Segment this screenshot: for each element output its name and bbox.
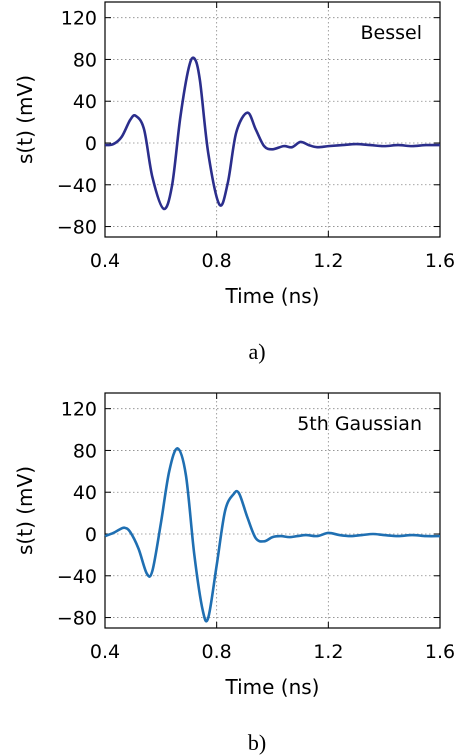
- y-tick-label: 80: [73, 440, 97, 462]
- x-tick-label: 1.6: [425, 250, 454, 272]
- x-axis-label-b: Time (ns): [224, 675, 319, 699]
- grid-b: [105, 393, 440, 628]
- series-line-a: [104, 56, 441, 211]
- x-tick-label: 0.8: [202, 641, 232, 663]
- y-tick-label: −40: [57, 566, 97, 588]
- x-tick-label: 1.6: [425, 641, 454, 663]
- panel-caption-a: a): [248, 339, 265, 364]
- series-line-b: [104, 447, 441, 623]
- ticks-a: 0.4 0.8 1.2 1.6 120 80 40 0 −40 −80: [57, 2, 454, 272]
- y-tick-label: −40: [57, 175, 97, 197]
- x-tick-label: 0.4: [90, 641, 120, 663]
- y-tick-label: 40: [73, 482, 97, 504]
- chart-annotation-a: Bessel: [361, 22, 423, 44]
- ticks-b: 0.4 0.8 1.2 1.6 120 80 40 0 −40 −80: [57, 393, 454, 663]
- y-tick-label: 120: [61, 399, 97, 421]
- x-tick-label: 1.2: [313, 641, 343, 663]
- x-tick-label: 0.8: [202, 250, 232, 272]
- x-tick-label: 0.4: [90, 250, 120, 272]
- y-tick-label: 0: [85, 524, 97, 546]
- panel-caption-b: b): [248, 730, 266, 755]
- y-tick-label: 40: [73, 91, 97, 113]
- y-axis-label-b: s(t) (mV): [13, 466, 37, 555]
- y-tick-label: 80: [73, 49, 97, 71]
- chart-annotation-b: 5th Gaussian: [297, 413, 422, 435]
- y-tick-label: −80: [57, 217, 97, 239]
- chart-panel-a: 0.4 0.8 1.2 1.6 120 80 40 0 −40 −80 Bessel Time (…: [13, 1, 454, 364]
- y-tick-label: 120: [61, 8, 97, 30]
- plot-frame-a: [104, 1, 441, 238]
- x-axis-label-a: Time (ns): [224, 284, 319, 308]
- y-axis-label-a: s(t) (mV): [13, 75, 37, 164]
- plot-frame-b: [104, 392, 441, 629]
- x-tick-label: 1.2: [313, 250, 343, 272]
- y-tick-label: −80: [57, 608, 97, 630]
- y-tick-label: 0: [85, 133, 97, 155]
